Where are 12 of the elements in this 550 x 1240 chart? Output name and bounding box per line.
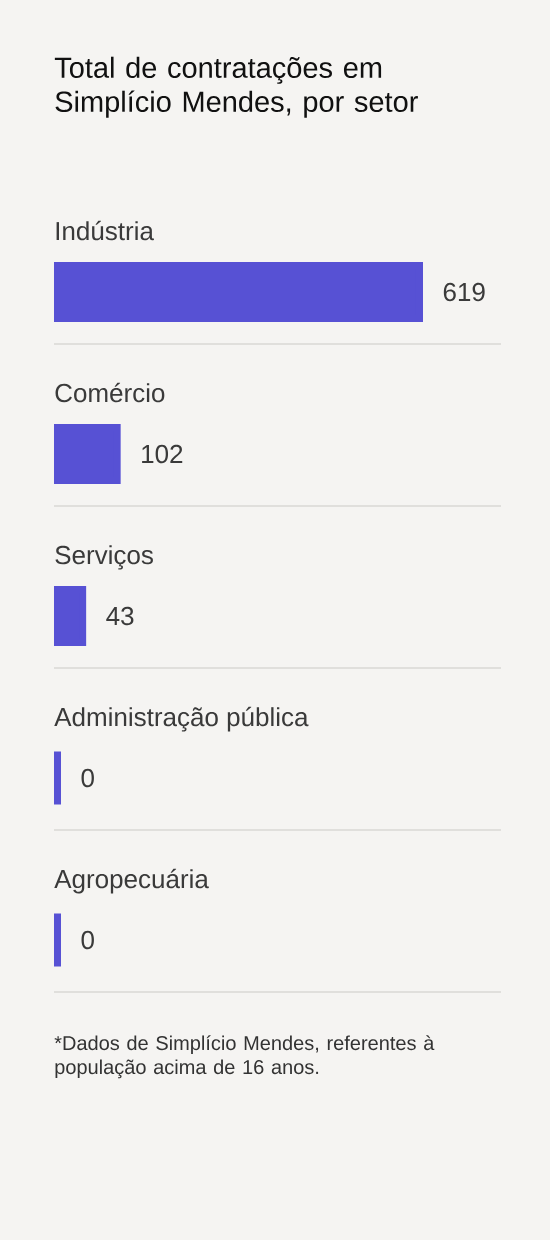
chart-title: Total de contratações em Simplício Mendes, por setor [54,56,418,118]
y-tick-label: Administração pública [54,706,309,732]
data-label: 0 [81,768,94,788]
y-tick-label: Comércio [55,382,165,403]
y-tick-label: Indústria [56,220,154,241]
data-label: 0 [81,930,94,950]
data-label: 43 [106,606,134,626]
data-label: 102 [142,444,183,464]
y-tick-label: Serviços [55,545,153,570]
text: *Dados de Simplício Mendes, referentes à população acima de 16 anos. [54,1035,435,1079]
data-label: 619 [443,282,485,302]
y-tick-label: Agropecuária [54,868,209,894]
